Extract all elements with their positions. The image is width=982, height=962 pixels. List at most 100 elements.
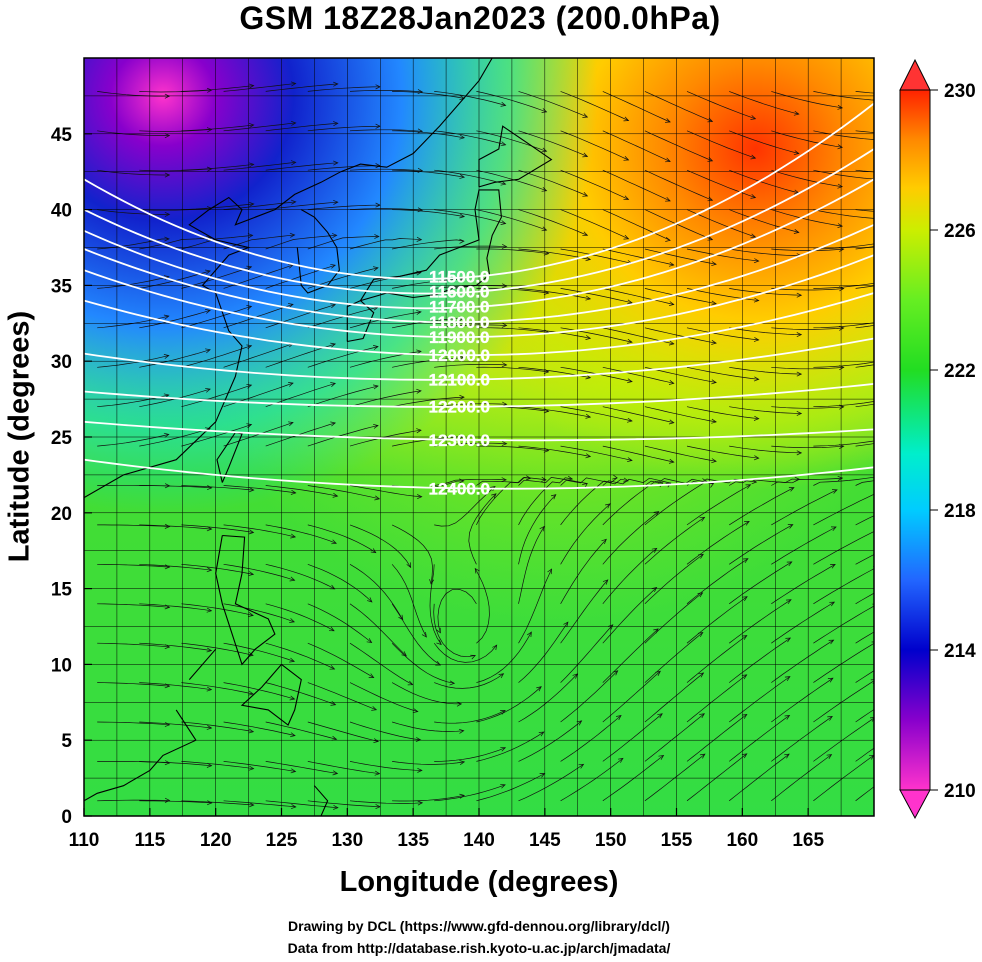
streamline-arrow [837, 183, 843, 189]
streamline-arrow [248, 487, 255, 493]
streamline [181, 603, 254, 616]
streamline-arrow [205, 269, 211, 275]
streamline-arrow [750, 233, 757, 239]
streamline [686, 406, 759, 420]
streamline-arrow [374, 770, 381, 776]
streamline [349, 238, 422, 250]
streamline [602, 248, 674, 266]
streamline-arrow [880, 474, 885, 478]
colorbar-tick-label: 210 [944, 781, 976, 802]
streamline [97, 682, 170, 687]
streamline-arrow [407, 680, 414, 686]
streamline-arrow [541, 187, 548, 192]
contour-line [84, 337, 874, 381]
streamline [265, 162, 338, 171]
streamline-arrow [881, 438, 886, 442]
streamline [771, 601, 835, 644]
streamline-arrow [332, 770, 339, 776]
streamline-arrow [668, 419, 675, 425]
streamline [644, 632, 704, 683]
streamline [349, 800, 423, 804]
streamline [139, 524, 212, 530]
streamline [771, 327, 844, 330]
x-tick-label: 115 [135, 830, 166, 851]
streamline [813, 605, 874, 644]
streamline-arrow [474, 567, 480, 574]
streamline [602, 628, 659, 683]
streamline [97, 603, 170, 608]
streamline-arrow [248, 162, 255, 168]
streamline-arrow [837, 144, 843, 150]
streamline-arrow [541, 226, 548, 232]
credit-data: Data from http://database.rish.kyoto-u.a… [287, 940, 671, 956]
streamline [265, 304, 336, 329]
streamline [433, 603, 476, 658]
streamline [392, 795, 465, 802]
streamline-arrow [501, 441, 508, 446]
streamline [686, 366, 759, 380]
streamline [265, 383, 336, 408]
streamline-arrow [248, 201, 255, 207]
streamline-arrow [206, 762, 213, 768]
streamline-arrow [668, 458, 675, 464]
streamline-arrow [246, 423, 253, 429]
streamline [307, 204, 381, 210]
streamline [392, 278, 465, 289]
streamline [265, 485, 338, 497]
streamline [729, 169, 799, 194]
y-tick-label: 30 [51, 352, 72, 373]
streamline [855, 480, 874, 486]
streamline-arrow [699, 713, 705, 719]
streamline [349, 89, 423, 93]
streamline-arrow [248, 690, 254, 696]
x-tick-label: 125 [266, 830, 298, 851]
streamline [560, 248, 633, 264]
streamline-arrow [248, 765, 255, 771]
contour-label: 12300.0 [429, 431, 490, 450]
streamline [392, 169, 465, 178]
streamline-arrow [500, 746, 507, 752]
streamline [476, 686, 542, 723]
streamline-arrow [623, 477, 629, 483]
streamline [181, 234, 253, 250]
streamline [181, 761, 254, 770]
streamline [686, 130, 756, 159]
x-tick-label: 145 [529, 830, 561, 851]
streamline-arrow [668, 261, 675, 267]
streamline-arrow [785, 599, 792, 605]
contour-line [84, 102, 874, 280]
contour-line [84, 223, 874, 324]
streamline [518, 406, 591, 418]
streamline-arrow [459, 134, 466, 140]
coastline [296, 209, 340, 294]
streamline [265, 122, 338, 132]
streamline [223, 485, 296, 494]
streamline [729, 487, 795, 526]
streamline [265, 563, 335, 590]
streamline-arrow [206, 800, 213, 806]
contour-line [84, 383, 874, 408]
streamline-arrow [436, 639, 442, 646]
streamline-arrow [501, 243, 508, 249]
streamline-arrow [698, 672, 705, 678]
streamline [855, 285, 874, 289]
chart-title: GSM 18Z28Jan2023 (200.0hPa) [239, 0, 721, 36]
streamline [307, 485, 380, 500]
streamline-arrow [246, 265, 253, 271]
streamline [139, 309, 211, 329]
colorbar-tick-label: 222 [944, 361, 976, 382]
streamline-arrow [547, 568, 553, 575]
streamline-arrow [368, 673, 375, 678]
streamline [602, 587, 657, 644]
streamline-arrow [585, 374, 592, 380]
streamline [644, 517, 705, 565]
streamline-arrow [753, 415, 760, 421]
streamline [349, 208, 423, 211]
streamline-arrow [538, 731, 545, 737]
streamline-arrow [601, 538, 607, 545]
streamline [307, 682, 377, 711]
streamline [97, 130, 170, 136]
streamline [855, 554, 874, 565]
x-tick-label: 110 [69, 830, 100, 851]
streamline-arrow [612, 670, 619, 676]
